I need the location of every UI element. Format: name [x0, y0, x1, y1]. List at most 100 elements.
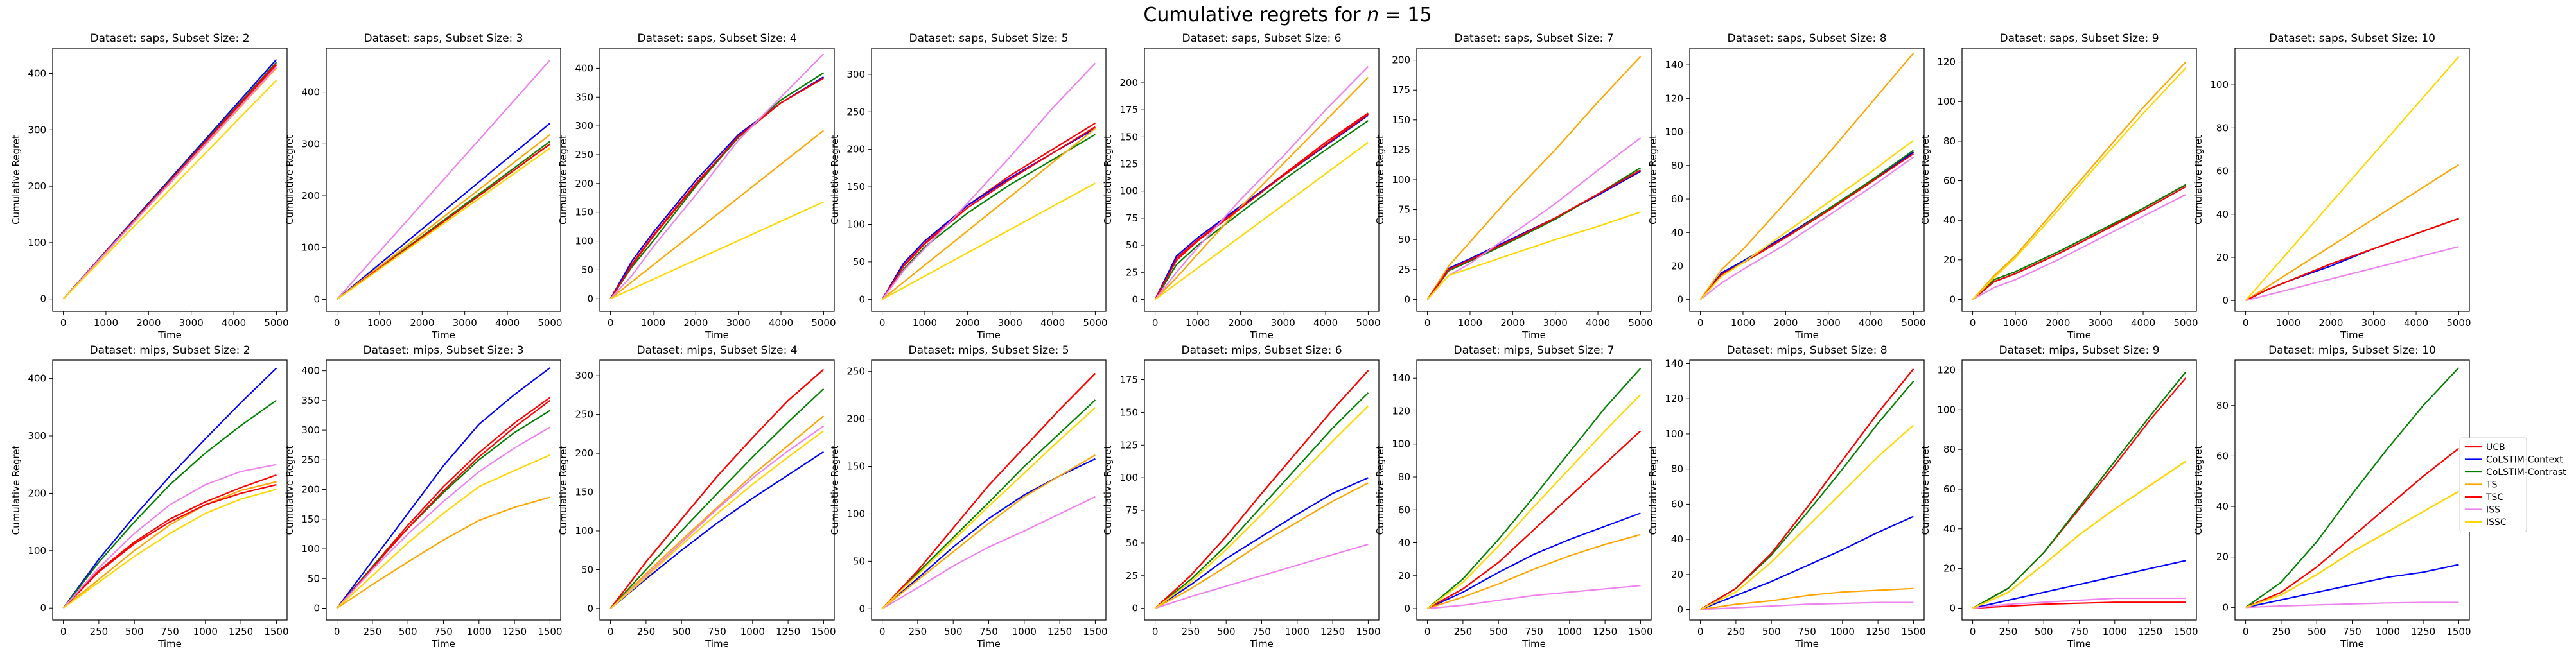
x-tick-label: 1500: [1356, 626, 1380, 637]
y-tick-label: 50: [853, 555, 865, 567]
x-axis-label: Time: [1794, 329, 1819, 341]
y-tick-label: 100: [1665, 126, 1683, 138]
x-tick-label: 250: [1182, 626, 1200, 637]
subplot-title: Dataset: mips, Subset Size: 9: [1999, 344, 2159, 357]
subplot-title: Dataset: mips, Subset Size: 7: [1453, 344, 1614, 357]
subplot-mips-6: Dataset: mips, Subset Size: 60 250 500 750 1…: [1102, 344, 1381, 649]
y-tick-label: 0: [2222, 601, 2229, 613]
x-tick-label: 4000: [2131, 317, 2155, 329]
x-axis-label: Time: [157, 329, 182, 341]
y-tick-label: 60: [2216, 166, 2229, 177]
x-tick-label: 4000: [1586, 317, 1610, 329]
y-tick-label: 120: [1392, 405, 1410, 417]
y-tick-label: 100: [846, 508, 865, 519]
series-line-issc: [1699, 139, 1914, 300]
y-tick-label: 100: [575, 236, 593, 247]
series-line-iss: [2245, 601, 2459, 609]
x-tick-label: 0: [334, 626, 340, 637]
x-tick-label: 250: [637, 626, 656, 637]
x-tick-label: 1250: [2411, 626, 2435, 637]
series-line-issc: [336, 454, 550, 609]
x-tick-label: 4000: [495, 317, 520, 329]
y-tick-label: 60: [2216, 450, 2229, 462]
series-group: [1154, 65, 1369, 300]
y-tick-label: 0: [1949, 602, 1956, 614]
x-tick-label: 5000: [811, 317, 836, 329]
subplot-saps-9: Dataset: saps, Subset Size: 90 1000 2000 30…: [1920, 32, 2198, 341]
series-line-iss: [1427, 585, 1641, 610]
subplot-title: Dataset: mips, Subset Size: 4: [636, 344, 797, 357]
x-tick-label: 1250: [776, 626, 800, 637]
x-tick-label: 500: [2035, 626, 2053, 637]
x-tick-label: 750: [2343, 626, 2361, 637]
y-tick-label: 20: [1943, 563, 1956, 575]
series-line-ts: [1426, 56, 1642, 300]
series-line-colstim-contrast: [881, 399, 1096, 610]
y-tick-label: 25: [1398, 264, 1410, 275]
subplot-saps-10: Dataset: saps, Subset Size: 100 1000 2000 3…: [2193, 32, 2471, 341]
y-tick-label: 100: [1392, 438, 1410, 450]
series-line-ts: [1972, 61, 2187, 300]
subplot-saps-5: Dataset: saps, Subset Size: 50 1000 2000 30…: [829, 32, 1108, 341]
y-tick-label: 250: [575, 149, 593, 160]
x-tick-label: 1000: [1458, 317, 1482, 329]
series-group: [609, 53, 825, 300]
series-line-issc: [882, 182, 1096, 300]
y-tick-label: 80: [2216, 400, 2229, 411]
x-tick-label: 1250: [2138, 626, 2162, 637]
y-tick-label: 100: [2210, 79, 2229, 91]
x-tick-label: 2000: [2318, 317, 2343, 329]
x-tick-label: 0: [1970, 626, 1976, 637]
series-line-tsc: [336, 400, 551, 609]
subplot-mips-7: Dataset: mips, Subset Size: 7 0 250 500 750 1…: [1374, 344, 1653, 649]
series-line-ts: [881, 128, 1096, 300]
series-line-iss: [882, 496, 1096, 610]
y-tick-label: 350: [575, 91, 593, 103]
y-tick-label: 0: [859, 603, 865, 614]
x-tick-label: 0: [608, 626, 614, 637]
series-line-tsc: [1427, 430, 1642, 610]
x-tick-label: 4000: [2404, 317, 2428, 329]
y-tick-label: 400: [301, 365, 320, 377]
series-line-colstim-contrast: [62, 399, 277, 609]
y-tick-label: 100: [301, 242, 320, 254]
axes-frame: [1961, 48, 2197, 312]
series-line-iss: [1699, 156, 1914, 300]
y-tick-label: 100: [28, 545, 46, 557]
y-tick-label: 150: [846, 181, 865, 193]
y-tick-label: 100: [846, 219, 865, 230]
y-tick-label: 20: [1671, 569, 1683, 580]
subplot-mips-2: Dataset: mips, Subset Size: 2 0 250 500 750 1…: [10, 344, 289, 649]
axes-frame: [871, 48, 1107, 312]
x-tick-label: 750: [979, 626, 998, 637]
y-tick-label: 400: [28, 373, 46, 385]
y-tick-label: 25: [1126, 570, 1138, 582]
x-axis-label: Time: [976, 638, 1001, 649]
figure-title-variable: n: [1367, 4, 1379, 26]
subplot-title: Dataset: saps, Subset Size: 7: [1454, 32, 1613, 45]
y-tick-label: 80: [1671, 463, 1683, 475]
x-tick-label: 1500: [2173, 626, 2198, 637]
y-tick-label: 40: [1943, 523, 1956, 535]
x-tick-label: 3000: [726, 317, 751, 329]
series-line-ts: [336, 134, 551, 300]
x-tick-label: 1500: [538, 626, 562, 637]
x-axis-label: Time: [1521, 638, 1546, 649]
y-axis-label: Cumulative Regret: [1647, 445, 1659, 535]
y-tick-label: 300: [301, 138, 320, 150]
subplot-saps-7: Dataset: saps, Subset Size: 70 1000 2000 30…: [1374, 32, 1653, 341]
series-group: [881, 372, 1096, 610]
subplot-title: Dataset: saps, Subset Size: 6: [1182, 32, 1341, 45]
y-tick-label: 400: [28, 68, 46, 80]
y-tick-label: 300: [575, 120, 593, 132]
axes-frame: [2234, 48, 2470, 312]
y-axis-label: Cumulative Regret: [1920, 135, 1931, 225]
series-group: [62, 367, 277, 609]
x-tick-label: 1000: [94, 317, 118, 329]
y-tick-label: 150: [575, 207, 593, 218]
series-line-tsc: [1700, 368, 1914, 610]
series-line-colstim-contrast: [609, 72, 824, 299]
series-line-iss: [609, 53, 825, 300]
x-tick-label: 1500: [1083, 626, 1107, 637]
